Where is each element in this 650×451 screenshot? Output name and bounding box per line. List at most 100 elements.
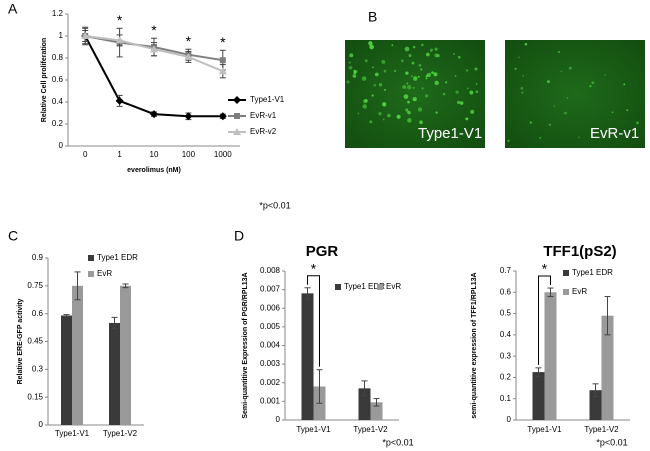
cell	[372, 66, 374, 69]
bar	[370, 402, 383, 420]
x-tick-label: Type1-V2	[103, 429, 138, 438]
y-axis-title: Semi-quantitive Expression of PGR/RPL13A	[242, 272, 249, 418]
cell	[381, 59, 386, 64]
cell	[406, 110, 410, 114]
significance: *	[542, 261, 548, 277]
legend-swatch	[88, 271, 94, 277]
cell	[382, 102, 387, 107]
marker	[233, 128, 241, 135]
cell	[459, 101, 464, 105]
cell	[348, 61, 351, 64]
cell	[433, 72, 438, 77]
bar	[301, 293, 314, 420]
marker	[184, 52, 193, 60]
marker	[115, 96, 124, 105]
cell	[352, 74, 357, 78]
legend-label: EvR	[97, 269, 112, 278]
cell	[357, 112, 360, 115]
cell	[626, 109, 629, 112]
cell	[373, 83, 377, 87]
marker	[150, 110, 158, 119]
legend-label: Type1 EDR	[97, 253, 138, 262]
significance: *	[151, 22, 157, 38]
legend-swatch	[563, 289, 569, 295]
cell	[546, 80, 550, 84]
x-tick-label: Type1-V2	[353, 425, 388, 434]
panel-label: B	[368, 9, 377, 25]
cell	[518, 56, 520, 59]
marker	[219, 57, 226, 64]
cell	[408, 53, 412, 58]
y-tick-label: 0.6	[500, 287, 512, 296]
y-tick-label: 0.45	[27, 337, 43, 346]
bar	[532, 372, 545, 420]
fluorescence-image	[345, 40, 485, 148]
x-tick-label: Type1-V2	[584, 425, 619, 434]
cell	[434, 47, 438, 51]
legend-label: Type1 EDR	[344, 282, 385, 291]
cell	[475, 90, 479, 94]
cell	[428, 72, 431, 75]
legend-swatch	[335, 284, 341, 290]
y-tick-label: 0.7	[500, 266, 512, 275]
y-axis-title: Relative ERE-GFP activity	[17, 298, 24, 384]
y-tick-label: 0.008	[260, 266, 281, 275]
panel-label: A	[8, 1, 18, 17]
cell	[475, 83, 478, 86]
cell	[466, 87, 469, 90]
cell	[421, 87, 424, 90]
y-tick-label: 0.001	[260, 396, 281, 405]
cell	[369, 45, 372, 47]
cell	[564, 111, 567, 115]
cell	[557, 50, 561, 54]
image-label: EvR-v1	[590, 125, 639, 142]
cell	[568, 66, 572, 70]
cell	[474, 67, 478, 71]
y-tick-label: 0.6	[52, 75, 64, 84]
y-tick-label: 0.004	[260, 341, 281, 350]
cell	[413, 76, 418, 81]
y-tick-label: 0	[507, 415, 512, 424]
significance: *	[311, 260, 317, 276]
cell	[457, 55, 461, 59]
cell	[369, 120, 373, 124]
cell	[412, 97, 417, 102]
cell	[548, 123, 551, 126]
y-tick-label: 0	[39, 420, 44, 429]
cell	[604, 74, 606, 76]
y-tick-label: 0.002	[260, 378, 281, 387]
y-axis-title: Relative Cell proliferation	[41, 38, 48, 122]
cell	[522, 75, 524, 77]
cell	[420, 43, 424, 47]
marker	[218, 112, 227, 121]
cell	[635, 121, 639, 125]
cell	[514, 67, 517, 70]
cell	[384, 88, 387, 91]
cell	[411, 75, 413, 77]
cell	[382, 118, 385, 121]
cell	[623, 83, 626, 86]
y-tick-label: 0	[59, 141, 64, 150]
cell	[371, 94, 374, 97]
y-tick-label: 0.5	[500, 309, 512, 318]
y-tick-label: 0.15	[27, 392, 43, 401]
x-tick-label: 1	[117, 150, 122, 159]
cell	[412, 86, 415, 89]
y-tick-label: 0.003	[260, 359, 281, 368]
significance-bracket	[538, 275, 551, 365]
bar	[61, 315, 72, 425]
y-tick-label: 0.005	[260, 322, 281, 331]
y-tick-label: 0	[276, 415, 281, 424]
legend-label: Type1-V1	[250, 95, 285, 104]
x-tick-label: 10	[150, 150, 159, 159]
x-tick-label: Type1-V1	[296, 425, 331, 434]
significance: *	[220, 34, 226, 50]
bar	[601, 315, 614, 420]
cell	[424, 94, 429, 98]
bar	[72, 285, 83, 425]
cell	[419, 120, 423, 125]
x-tick-label: Type1-V1	[55, 429, 90, 438]
cell	[383, 69, 387, 73]
marker	[150, 45, 158, 53]
cells	[346, 41, 639, 143]
